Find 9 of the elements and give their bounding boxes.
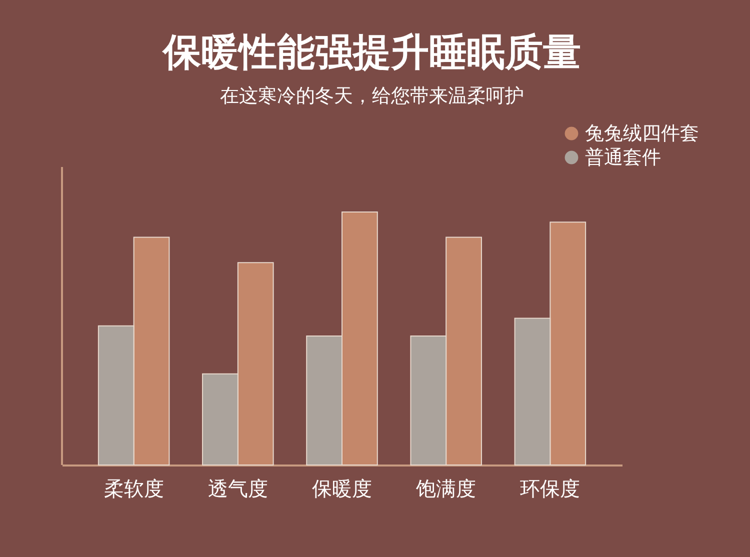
x-tick-label: 保暖度 bbox=[312, 476, 372, 500]
chart-subtitle: 在这寒冷的冬天，给您带来温柔呵护 bbox=[220, 85, 524, 107]
x-tick-label: 环保度 bbox=[520, 476, 580, 500]
x-tick-label: 透气度 bbox=[208, 476, 268, 500]
x-tick-label: 柔软度 bbox=[104, 476, 164, 500]
legend-label: 普通套件 bbox=[585, 146, 661, 168]
legend-label: 兔兔绒四件套 bbox=[585, 122, 699, 144]
x-tick-label: 饱满度 bbox=[415, 476, 476, 500]
chart-title: 保暖性能强提升睡眠质量 bbox=[161, 30, 581, 74]
